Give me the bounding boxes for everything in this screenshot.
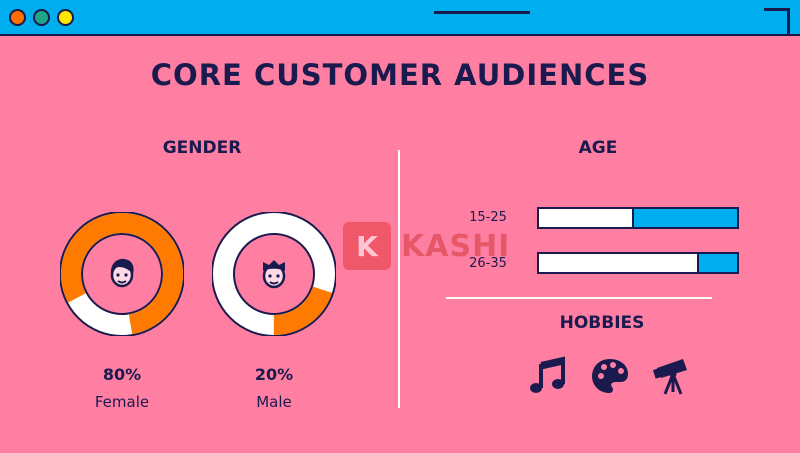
palette-icon [592, 359, 628, 393]
male-label: Male [256, 393, 292, 411]
male-percentage: 20% [254, 365, 294, 384]
title-bar-line [434, 11, 530, 14]
age-heading: AGE [578, 138, 618, 158]
page-title: CORE CUSTOMER AUDIENCES [150, 58, 650, 92]
age-bar-fill-26-35 [697, 254, 737, 272]
age-label-15-25: 15-25 [469, 210, 507, 225]
female-face-icon [110, 258, 134, 288]
maximize-window-dot[interactable] [33, 9, 50, 26]
age-bar-26-35 [537, 252, 739, 274]
vertical-divider [398, 150, 400, 408]
male-face-icon [262, 260, 286, 289]
female-label: Female [94, 393, 150, 411]
gender-heading: GENDER [162, 138, 242, 158]
female-donut-chart [60, 212, 184, 336]
hobbies-heading: HOBBIES [559, 313, 645, 333]
telescope-icon [653, 359, 687, 395]
kashi-logo-mark: K [343, 222, 391, 270]
close-window-dot[interactable] [9, 9, 26, 26]
music-note-icon [530, 356, 565, 393]
window-title-bar [0, 0, 800, 36]
kashi-logo-text: KASHI [401, 228, 511, 264]
age-bar-15-25 [537, 207, 739, 229]
age-label-26-35: 26-35 [469, 256, 507, 271]
horizontal-divider [446, 297, 712, 299]
minimize-window-dot[interactable] [57, 9, 74, 26]
female-percentage: 80% [102, 365, 142, 384]
age-bar-fill-15-25 [632, 209, 737, 227]
corner-decoration [764, 8, 790, 34]
kashi-watermark: K KASHI [343, 222, 510, 270]
male-donut-chart [212, 212, 336, 336]
